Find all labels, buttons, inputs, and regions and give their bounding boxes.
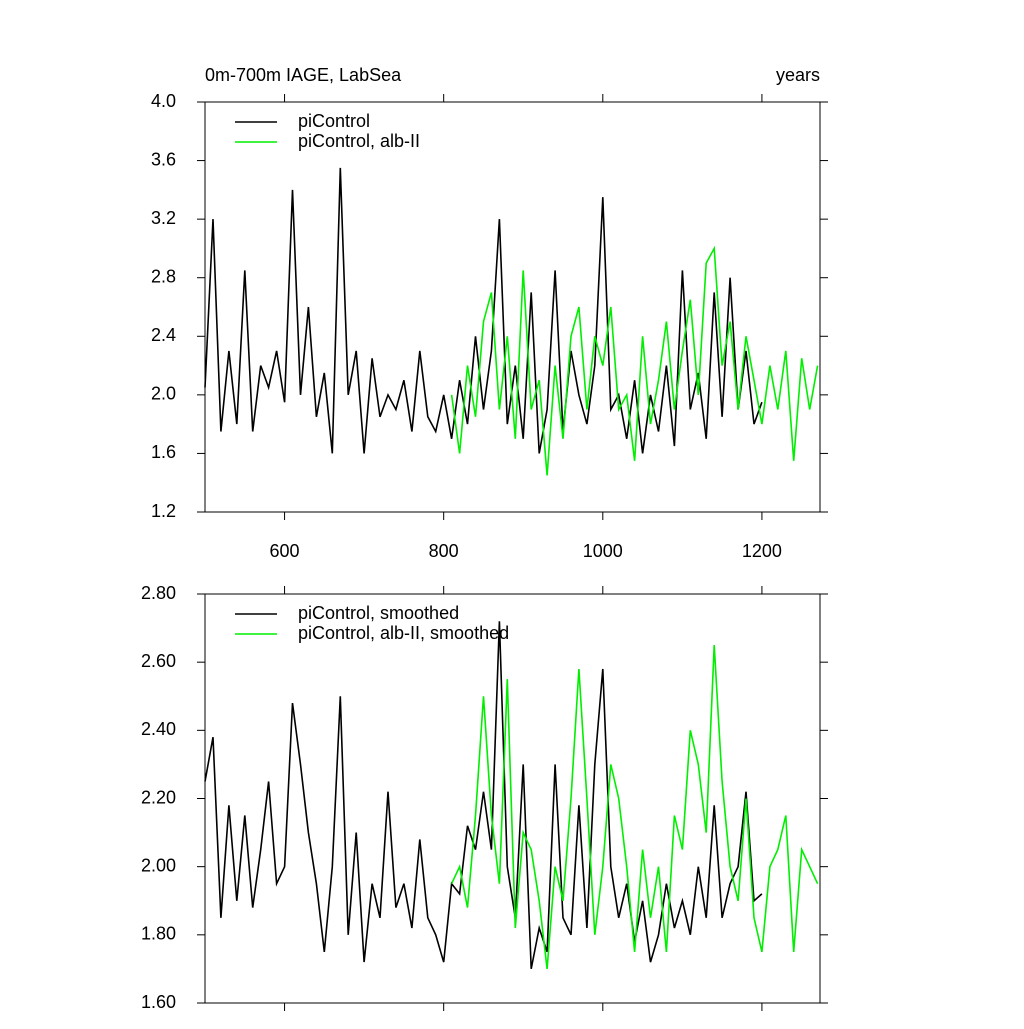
y-tick-label: 2.8 (151, 266, 176, 286)
x-tick-label: 1000 (583, 541, 623, 561)
series-line (450, 645, 819, 969)
chart-title: 0m-700m IAGE, LabSea (205, 65, 402, 85)
legend-label: piControl, smoothed (298, 603, 459, 623)
legend-label: piControl, alb-II (298, 131, 420, 151)
y-tick-label: 2.80 (141, 583, 176, 603)
series-line (450, 245, 819, 476)
y-tick-label: 3.2 (151, 208, 176, 228)
y-tick-label: 2.40 (141, 719, 176, 739)
plot-frame (204, 593, 821, 1004)
plot-frame (204, 101, 821, 513)
series-line (204, 621, 763, 970)
x-tick-label: 800 (429, 541, 459, 561)
y-tick-label: 1.2 (151, 501, 176, 521)
y-tick-label: 4.0 (151, 91, 176, 111)
y-tick-label: 2.4 (151, 325, 176, 345)
y-tick-label: 2.0 (151, 384, 176, 404)
series-line (204, 167, 763, 454)
y-tick-label: 1.6 (151, 442, 176, 462)
y-tick-label: 2.20 (141, 787, 176, 807)
units-label: years (776, 65, 820, 85)
y-tick-label: 2.60 (141, 651, 176, 671)
legend-label: piControl (298, 111, 370, 131)
y-tick-label: 2.00 (141, 855, 176, 875)
x-tick-label: 600 (270, 541, 300, 561)
y-tick-label: 1.80 (141, 924, 176, 944)
y-tick-label: 1.60 (141, 992, 176, 1012)
x-tick-label: 1200 (742, 541, 782, 561)
legend-label: piControl, alb-II, smoothed (298, 623, 509, 643)
y-tick-label: 3.6 (151, 149, 176, 169)
